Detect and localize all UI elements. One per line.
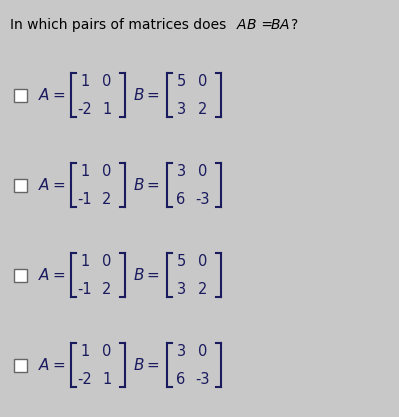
Text: 2: 2 <box>102 281 112 296</box>
Text: 1: 1 <box>80 73 90 88</box>
Text: -1: -1 <box>78 191 92 206</box>
Text: 0: 0 <box>102 163 112 178</box>
Text: 6: 6 <box>176 191 186 206</box>
Text: 3: 3 <box>176 344 186 359</box>
Text: -2: -2 <box>78 101 93 116</box>
Text: 0: 0 <box>198 254 208 269</box>
Text: 1: 1 <box>103 101 112 116</box>
Text: 1: 1 <box>80 344 90 359</box>
Text: 2: 2 <box>198 101 208 116</box>
Text: 2: 2 <box>102 191 112 206</box>
Text: 0: 0 <box>102 344 112 359</box>
Text: 0: 0 <box>102 73 112 88</box>
Text: $AB$: $AB$ <box>236 18 257 32</box>
Text: =: = <box>257 18 277 32</box>
Text: $BA$: $BA$ <box>270 18 290 32</box>
Bar <box>14 178 27 191</box>
Text: 0: 0 <box>198 73 208 88</box>
Text: -1: -1 <box>78 281 92 296</box>
Text: 0: 0 <box>102 254 112 269</box>
Text: -3: -3 <box>196 191 210 206</box>
Text: 0: 0 <box>198 163 208 178</box>
Text: 3: 3 <box>176 163 186 178</box>
Text: 1: 1 <box>80 163 90 178</box>
Text: $A=$: $A=$ <box>38 87 65 103</box>
Text: $A=$: $A=$ <box>38 177 65 193</box>
Text: 3: 3 <box>176 101 186 116</box>
Text: 5: 5 <box>176 254 186 269</box>
Text: In which pairs of matrices does: In which pairs of matrices does <box>10 18 231 32</box>
Text: $B=$: $B=$ <box>133 87 160 103</box>
Text: 2: 2 <box>198 281 208 296</box>
Text: 3: 3 <box>176 281 186 296</box>
Text: $A=$: $A=$ <box>38 267 65 283</box>
Text: -3: -3 <box>196 372 210 387</box>
Text: $A=$: $A=$ <box>38 357 65 373</box>
Bar <box>14 269 27 281</box>
Bar <box>14 88 27 101</box>
Text: $B=$: $B=$ <box>133 357 160 373</box>
Text: 1: 1 <box>103 372 112 387</box>
Text: 6: 6 <box>176 372 186 387</box>
Bar <box>14 359 27 372</box>
Text: -2: -2 <box>78 372 93 387</box>
Text: 0: 0 <box>198 344 208 359</box>
Text: $B=$: $B=$ <box>133 177 160 193</box>
Text: 5: 5 <box>176 73 186 88</box>
Text: $B=$: $B=$ <box>133 267 160 283</box>
Text: ?: ? <box>291 18 298 32</box>
Text: 1: 1 <box>80 254 90 269</box>
